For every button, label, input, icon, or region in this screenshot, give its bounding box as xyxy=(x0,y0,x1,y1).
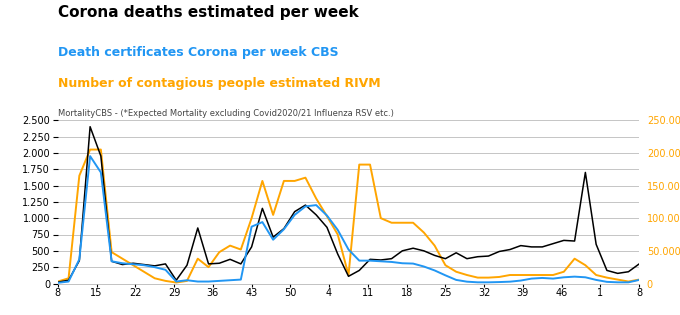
Text: MortalityCBS - (*Expected Mortality excluding Covid2020/21 Influenza RSV etc.): MortalityCBS - (*Expected Mortality excl… xyxy=(58,109,394,118)
Text: Death certificates Corona per week CBS: Death certificates Corona per week CBS xyxy=(58,46,339,59)
Text: Number of contagious people estimated RIVM: Number of contagious people estimated RI… xyxy=(58,77,380,90)
Text: Corona deaths estimated per week: Corona deaths estimated per week xyxy=(58,5,358,20)
